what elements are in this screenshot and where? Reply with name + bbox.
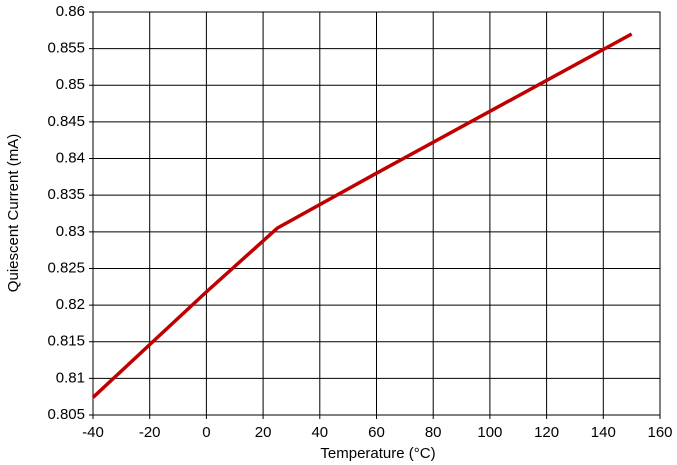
y-tick-label: 0.81 — [56, 369, 85, 386]
y-axis-label: Quiescent Current (mA) — [5, 134, 22, 292]
y-tick-label: 0.855 — [47, 40, 85, 57]
x-axis-label: Temperature (°C) — [320, 445, 435, 462]
x-tick-label: 0 — [202, 424, 210, 441]
x-tick-label: 120 — [534, 424, 559, 441]
x-tick-label: 160 — [647, 424, 672, 441]
y-tick-label: 0.805 — [47, 406, 85, 423]
x-tick-label: 20 — [255, 424, 272, 441]
y-tick-label: 0.86 — [56, 3, 85, 20]
y-tick-label: 0.82 — [56, 296, 85, 313]
data-line — [91, 32, 633, 399]
x-tick-label: 140 — [591, 424, 616, 441]
plot-border — [92, 11, 661, 416]
x-tick-label: -40 — [82, 424, 104, 441]
y-tick-label: 0.825 — [47, 259, 85, 276]
x-tick-label: 40 — [311, 424, 328, 441]
x-tick-label: -20 — [139, 424, 161, 441]
x-tick-label: 80 — [425, 424, 442, 441]
y-tick-label: 0.85 — [56, 76, 85, 93]
y-tick-label: 0.845 — [47, 113, 85, 130]
x-tick-label: 100 — [477, 424, 502, 441]
y-tick-label: 0.835 — [47, 186, 85, 203]
y-tick-label: 0.84 — [56, 150, 85, 167]
y-tick-label: 0.815 — [47, 333, 85, 350]
x-tick-label: 60 — [368, 424, 385, 441]
y-tick-label: 0.83 — [56, 223, 85, 240]
